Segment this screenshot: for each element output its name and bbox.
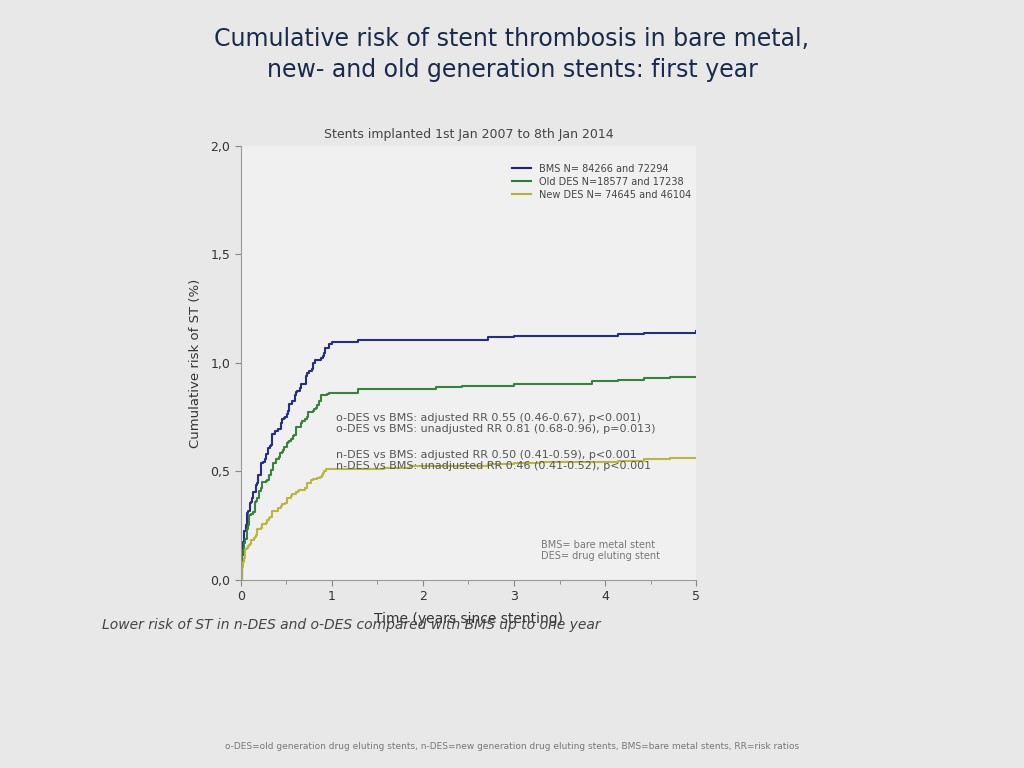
Text: Lower risk of ST in n-DES and o-DES compared with BMS up to one year: Lower risk of ST in n-DES and o-DES comp…	[102, 618, 601, 632]
X-axis label: Time (years since stenting): Time (years since stenting)	[374, 611, 563, 626]
Text: o-DES vs BMS: adjusted RR 0.55 (0.46-0.67), p<0.001)
o-DES vs BMS: unadjusted RR: o-DES vs BMS: adjusted RR 0.55 (0.46-0.6…	[336, 412, 655, 435]
Text: Cumulative risk of stent thrombosis in bare metal,
new- and old generation stent: Cumulative risk of stent thrombosis in b…	[214, 27, 810, 82]
Title: Stents implanted 1st Jan 2007 to 8th Jan 2014: Stents implanted 1st Jan 2007 to 8th Jan…	[324, 127, 613, 141]
Y-axis label: Cumulative risk of ST (%): Cumulative risk of ST (%)	[188, 278, 202, 448]
Text: n-DES vs BMS: adjusted RR 0.50 (0.41-0.59), p<0.001
n-DES vs BMS: unadjusted RR : n-DES vs BMS: adjusted RR 0.50 (0.41-0.5…	[336, 450, 651, 472]
Text: BMS= bare metal stent
DES= drug eluting stent: BMS= bare metal stent DES= drug eluting …	[542, 540, 660, 561]
Text: o-DES=old generation drug eluting stents, n-DES=new generation drug eluting sten: o-DES=old generation drug eluting stents…	[225, 742, 799, 751]
Legend: BMS N= 84266 and 72294, Old DES N=18577 and 17238, New DES N= 74645 and 46104: BMS N= 84266 and 72294, Old DES N=18577 …	[512, 164, 691, 200]
